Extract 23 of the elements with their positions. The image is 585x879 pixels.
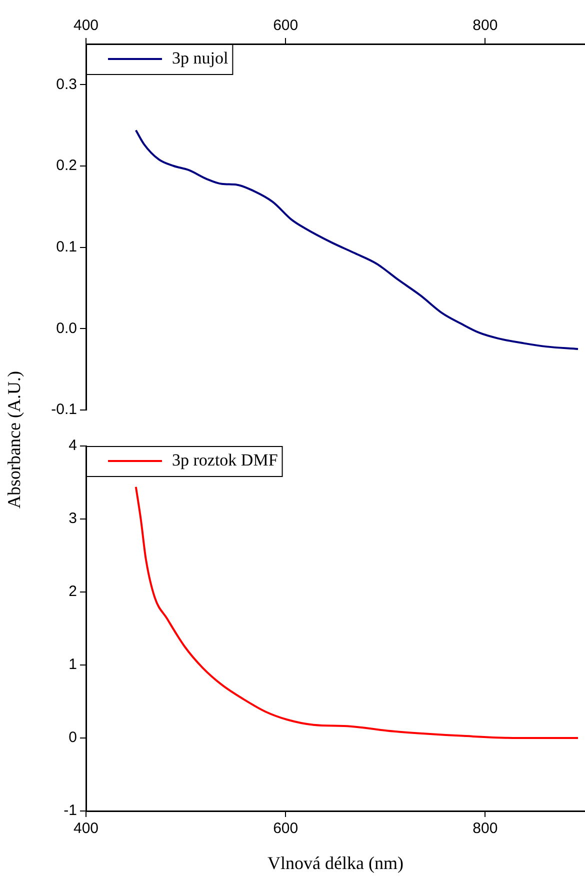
line-series [134,486,580,739]
y-tick-label: 0.2 [56,157,77,174]
legend-label: 3p roztok DMF [172,450,278,470]
x-tick-label: 600 [273,17,298,34]
y-tick-label: 4 [68,437,77,454]
y-tick-label: 0.1 [56,238,77,256]
y-tick-label: 1 [68,656,77,674]
x-axis-title: Vlnová délka (nm) [268,852,404,873]
x-tick-label: 400 [73,17,99,34]
x-tick-label: 800 [472,17,498,34]
legend-label: 3p nujol [172,48,228,68]
x-tick-label: 400 [73,820,99,838]
y-tick-label: -1 [64,802,77,820]
y-tick-label: 0.3 [56,76,77,93]
y-tick-label: -0.1 [51,401,77,418]
line-series [134,129,580,350]
y-tick-label: 3 [68,510,77,528]
x-tick-label: 800 [472,820,498,838]
y-tick-label: 0 [68,729,77,746]
y-tick-label: 2 [68,583,77,600]
x-tick-label: 600 [273,820,298,838]
y-axis-title: Absorbance (A.U.) [4,370,24,508]
y-tick-label: 0.0 [56,320,77,337]
